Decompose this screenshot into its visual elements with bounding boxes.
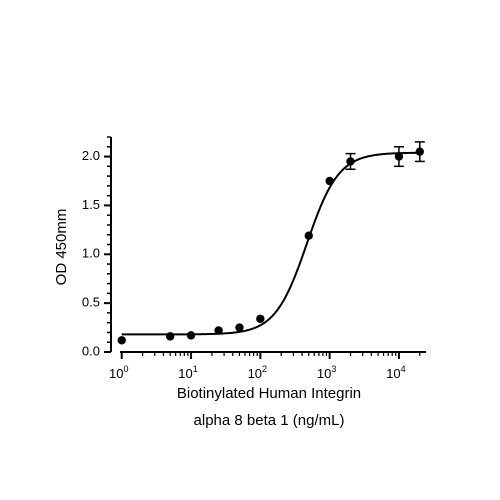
- data-point: [117, 336, 126, 345]
- data-point: [165, 332, 175, 341]
- data-points: [117, 141, 425, 345]
- x-tick-exponent: 0: [123, 364, 128, 374]
- data-point: [415, 147, 424, 156]
- data-point: [214, 326, 223, 335]
- y-axis: 0.0 0.5 1.0 1.5 2.0: [82, 136, 112, 358]
- x-tick-label: 102: [248, 364, 267, 381]
- y-tick-label: 1.0: [82, 246, 100, 261]
- x-tick-exponent: 4: [401, 364, 406, 374]
- data-point: [304, 231, 313, 240]
- data-point: [235, 323, 244, 332]
- data-point: [394, 152, 404, 161]
- x-axis: 100 101 102 103 104: [109, 351, 426, 381]
- x-tick-label: 103: [317, 364, 336, 381]
- x-tick-label: 101: [178, 364, 197, 381]
- data-point: [186, 331, 196, 340]
- x-tick-base: 10: [386, 366, 400, 381]
- x-tick-exponent: 1: [193, 364, 198, 374]
- x-tick-base: 10: [109, 366, 123, 381]
- data-point: [346, 157, 355, 166]
- x-tick-base: 10: [178, 366, 192, 381]
- x-tick-label: 100: [109, 364, 128, 381]
- x-tick-base: 10: [248, 366, 262, 381]
- y-tick-label: 1.5: [82, 197, 100, 212]
- data-point: [256, 314, 265, 323]
- x-tick-exponent: 2: [262, 364, 267, 374]
- y-axis-title: OD 450mm: [53, 209, 70, 286]
- x-tick-exponent: 3: [331, 364, 336, 374]
- data-point: [325, 176, 334, 186]
- x-tick-base: 10: [317, 366, 331, 381]
- y-tick-label: 0.5: [82, 295, 100, 310]
- fit-curve: [121, 151, 420, 336]
- y-tick-label: 0.0: [82, 343, 100, 358]
- x-axis-title-line2: alpha 8 beta 1 (ng/mL): [194, 412, 345, 429]
- y-tick-label: 2.0: [82, 148, 100, 163]
- x-axis-title-line1: Biotinylated Human Integrin: [177, 385, 361, 402]
- x-tick-label: 104: [386, 364, 405, 381]
